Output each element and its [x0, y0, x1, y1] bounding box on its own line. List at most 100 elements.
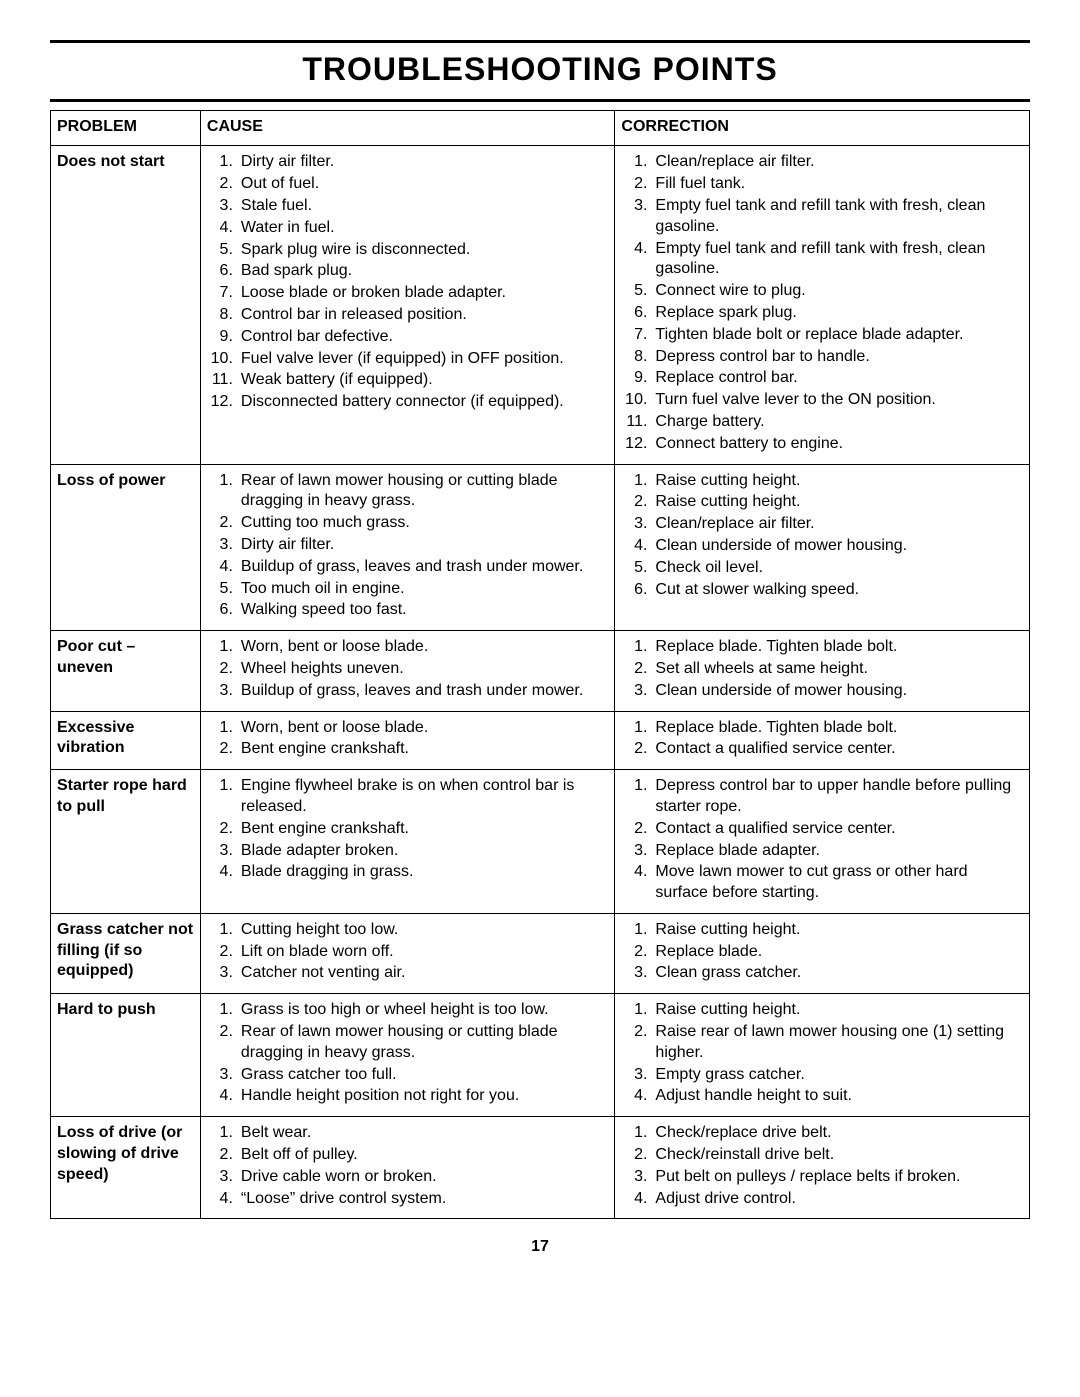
list-number: 3.: [207, 681, 241, 702]
cause-item: 5.Spark plug wire is disconnected.: [207, 240, 609, 261]
list-number: 1.: [207, 637, 241, 658]
cause-item: 3.Dirty air filter.: [207, 535, 609, 556]
table-row: Excessive vibration1.Worn, bent or loose…: [51, 711, 1030, 770]
list-text: Empty fuel tank and refill tank with fre…: [655, 196, 1023, 238]
list-text: Adjust handle height to suit.: [655, 1086, 1023, 1107]
problem-cell: Does not start: [51, 146, 201, 464]
correction-item: 3.Empty grass catcher.: [621, 1065, 1023, 1086]
correction-item: 3.Clean grass catcher.: [621, 963, 1023, 984]
list-number: 4.: [621, 1086, 655, 1107]
cause-cell: 1.Grass is too high or wheel height is t…: [200, 994, 615, 1117]
cause-item: 3.Grass catcher too full.: [207, 1065, 609, 1086]
correction-item: 5.Connect wire to plug.: [621, 281, 1023, 302]
list-number: 1.: [207, 718, 241, 739]
list-number: 3.: [207, 535, 241, 556]
cause-cell: 1.Worn, bent or loose blade.2.Bent engin…: [200, 711, 615, 770]
list-number: 3.: [207, 1167, 241, 1188]
list-number: 2.: [207, 513, 241, 534]
list-text: Handle height position not right for you…: [241, 1086, 609, 1107]
correction-item: 2.Set all wheels at same height.: [621, 659, 1023, 680]
cause-item: 11.Weak battery (if equipped).: [207, 370, 609, 391]
table-row: Starter rope hard to pull1.Engine flywhe…: [51, 770, 1030, 914]
list-number: 2.: [621, 1022, 655, 1064]
list-text: Bent engine crankshaft.: [241, 739, 609, 760]
list-text: Walking speed too fast.: [241, 600, 609, 621]
cause-item: 3.Catcher not venting air.: [207, 963, 609, 984]
cause-list: 1.Worn, bent or loose blade.2.Bent engin…: [207, 718, 609, 761]
list-text: Empty grass catcher.: [655, 1065, 1023, 1086]
list-number: 3.: [207, 1065, 241, 1086]
list-text: “Loose” drive control system.: [241, 1189, 609, 1210]
list-text: Dirty air filter.: [241, 535, 609, 556]
list-number: 3.: [621, 196, 655, 238]
list-number: 3.: [621, 963, 655, 984]
list-number: 6.: [621, 303, 655, 324]
correction-item: 2.Replace blade.: [621, 942, 1023, 963]
correction-item: 2.Contact a qualified service center.: [621, 739, 1023, 760]
problem-cell: Grass catcher not filling (if so equippe…: [51, 913, 201, 993]
correction-item: 6.Replace spark plug.: [621, 303, 1023, 324]
correction-cell: 1.Replace blade. Tighten blade bolt.2.Co…: [615, 711, 1030, 770]
correction-list: 1.Raise cutting height.2.Raise cutting h…: [621, 471, 1023, 601]
list-text: Weak battery (if equipped).: [241, 370, 609, 391]
correction-item: 12.Connect battery to engine.: [621, 434, 1023, 455]
list-text: Grass catcher too full.: [241, 1065, 609, 1086]
table-row: Grass catcher not filling (if so equippe…: [51, 913, 1030, 993]
list-text: Spark plug wire is disconnected.: [241, 240, 609, 261]
list-text: Check/replace drive belt.: [655, 1123, 1023, 1144]
list-text: Adjust drive control.: [655, 1189, 1023, 1210]
list-number: 3.: [207, 963, 241, 984]
cause-cell: 1.Worn, bent or loose blade.2.Wheel heig…: [200, 631, 615, 711]
list-number: 1.: [621, 718, 655, 739]
cause-list: 1.Rear of lawn mower housing or cutting …: [207, 471, 609, 622]
list-number: 10.: [621, 390, 655, 411]
correction-item: 1.Check/replace drive belt.: [621, 1123, 1023, 1144]
correction-list: 1.Raise cutting height.2.Replace blade.3…: [621, 920, 1023, 984]
list-text: Move lawn mower to cut grass or other ha…: [655, 862, 1023, 904]
list-text: Control bar in released position.: [241, 305, 609, 326]
troubleshooting-table: PROBLEM CAUSE CORRECTION Does not start1…: [50, 110, 1030, 1220]
list-number: 6.: [207, 600, 241, 621]
list-text: Depress control bar to handle.: [655, 347, 1023, 368]
list-text: Replace spark plug.: [655, 303, 1023, 324]
list-text: Raise rear of lawn mower housing one (1)…: [655, 1022, 1023, 1064]
list-number: 7.: [207, 283, 241, 304]
cause-item: 2.Bent engine crankshaft.: [207, 739, 609, 760]
correction-item: 1.Raise cutting height.: [621, 920, 1023, 941]
list-number: 5.: [621, 281, 655, 302]
correction-list: 1.Clean/replace air filter.2.Fill fuel t…: [621, 152, 1023, 454]
correction-item: 8.Depress control bar to handle.: [621, 347, 1023, 368]
list-text: Put belt on pulleys / replace belts if b…: [655, 1167, 1023, 1188]
table-row: Does not start1.Dirty air filter.2.Out o…: [51, 146, 1030, 464]
list-text: Disconnected battery connector (if equip…: [241, 392, 609, 413]
correction-item: 1.Raise cutting height.: [621, 1000, 1023, 1021]
list-number: 3.: [621, 1167, 655, 1188]
list-text: Rear of lawn mower housing or cutting bl…: [241, 1022, 609, 1064]
page-number: 17: [50, 1237, 1030, 1258]
cause-list: 1.Grass is too high or wheel height is t…: [207, 1000, 609, 1107]
list-text: Loose blade or broken blade adapter.: [241, 283, 609, 304]
cause-item: 6.Walking speed too fast.: [207, 600, 609, 621]
header-problem: PROBLEM: [51, 110, 201, 146]
cause-item: 4.Handle height position not right for y…: [207, 1086, 609, 1107]
correction-item: 3.Put belt on pulleys / replace belts if…: [621, 1167, 1023, 1188]
list-number: 3.: [621, 841, 655, 862]
list-text: Clean/replace air filter.: [655, 514, 1023, 535]
list-text: Clean/replace air filter.: [655, 152, 1023, 173]
correction-cell: 1.Check/replace drive belt.2.Check/reins…: [615, 1117, 1030, 1219]
list-number: 5.: [207, 240, 241, 261]
list-text: Control bar defective.: [241, 327, 609, 348]
list-text: Replace blade.: [655, 942, 1023, 963]
list-text: Stale fuel.: [241, 196, 609, 217]
list-number: 3.: [621, 681, 655, 702]
cause-item: 1.Grass is too high or wheel height is t…: [207, 1000, 609, 1021]
list-text: Replace blade adapter.: [655, 841, 1023, 862]
cause-item: 6.Bad spark plug.: [207, 261, 609, 282]
cause-item: 8.Control bar in released position.: [207, 305, 609, 326]
cause-item: 1.Engine flywheel brake is on when contr…: [207, 776, 609, 818]
list-text: Empty fuel tank and refill tank with fre…: [655, 239, 1023, 281]
page-container: TROUBLESHOOTING POINTS PROBLEM CAUSE COR…: [50, 40, 1030, 1258]
correction-item: 7.Tighten blade bolt or replace blade ad…: [621, 325, 1023, 346]
list-text: Wheel heights uneven.: [241, 659, 609, 680]
table-row: Hard to push1.Grass is too high or wheel…: [51, 994, 1030, 1117]
